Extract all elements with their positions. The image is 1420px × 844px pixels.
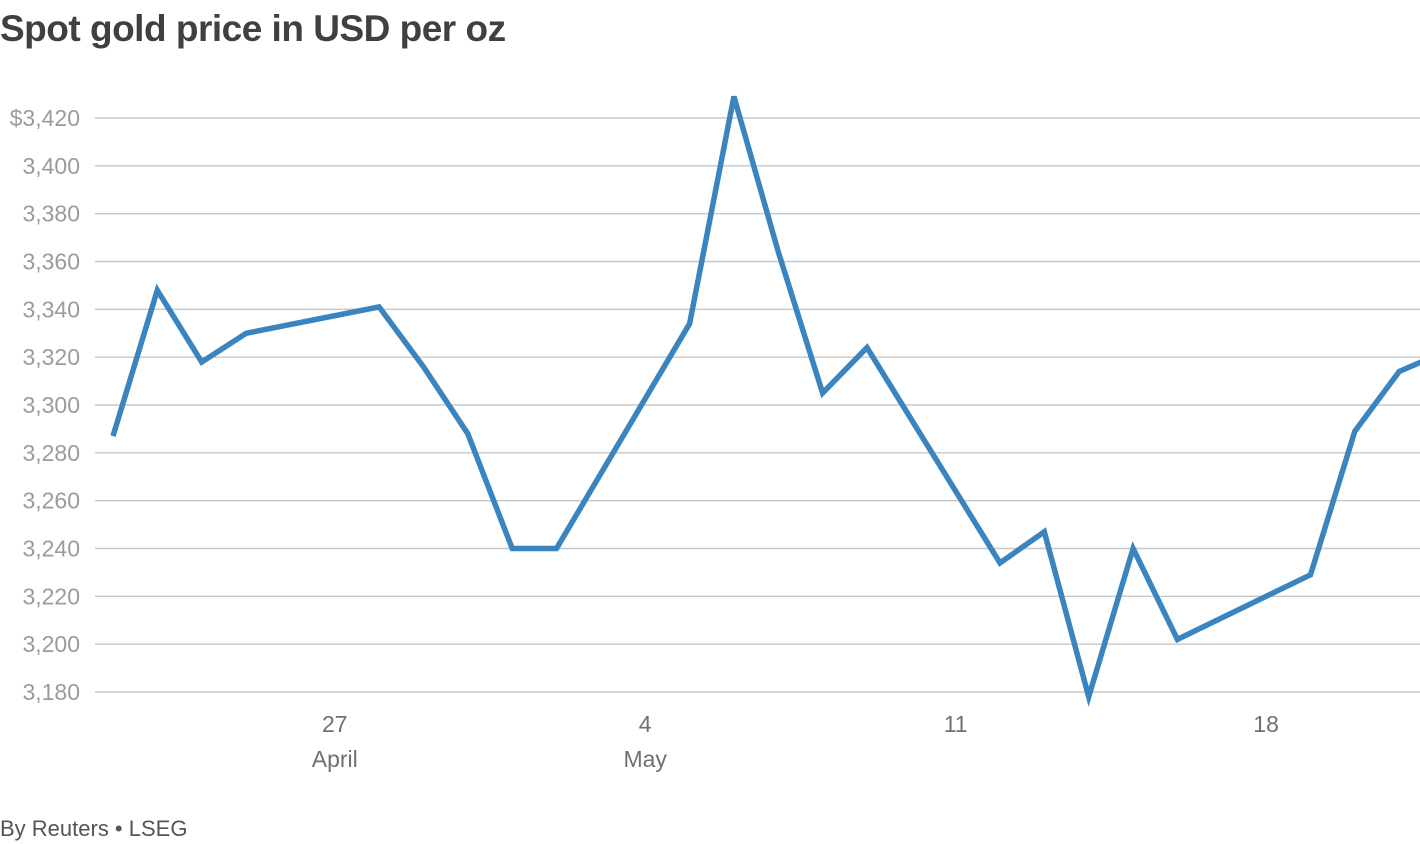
chart-title: Spot gold price in USD per oz xyxy=(0,8,506,49)
y-tick-label: 3,220 xyxy=(22,583,80,609)
y-tick-label: 3,260 xyxy=(22,488,80,514)
y-tick-label: 3,300 xyxy=(22,392,80,418)
y-tick-label: 3,360 xyxy=(22,249,80,275)
y-tick-label: 3,180 xyxy=(22,679,80,705)
x-tick-month-label: April xyxy=(312,746,358,772)
y-tick-label: 3,200 xyxy=(22,631,80,657)
y-tick-label: 3,380 xyxy=(22,201,80,227)
source-credit: By Reuters • LSEG xyxy=(0,816,188,841)
y-tick-label: 3,240 xyxy=(22,536,80,562)
y-tick-label: 3,400 xyxy=(22,153,80,179)
series-line xyxy=(110,95,1420,707)
y-tick-label: $3,420 xyxy=(10,105,80,131)
x-tick-label: 18 xyxy=(1253,711,1279,737)
gridlines xyxy=(95,117,1420,693)
y-tick-label: 3,320 xyxy=(22,344,80,370)
x-tick-label: 11 xyxy=(944,711,968,737)
line-chart: $3,420 3,400 3,380 3,360 3,340 3,320 3,300 3,28… xyxy=(10,95,1420,772)
x-tick-month-label: May xyxy=(623,746,667,772)
series-layer xyxy=(110,95,1420,707)
y-axis-ticks: $3,420 3,400 3,380 3,360 3,340 3,320 3,300 3,28… xyxy=(10,105,80,705)
y-tick-label: 3,340 xyxy=(22,296,80,322)
x-axis-ticks: 27 April 4 May 11 18 xyxy=(312,711,1279,772)
x-tick-label: 27 xyxy=(322,711,348,737)
y-tick-label: 3,280 xyxy=(22,440,80,466)
x-tick-label: 4 xyxy=(639,711,652,737)
